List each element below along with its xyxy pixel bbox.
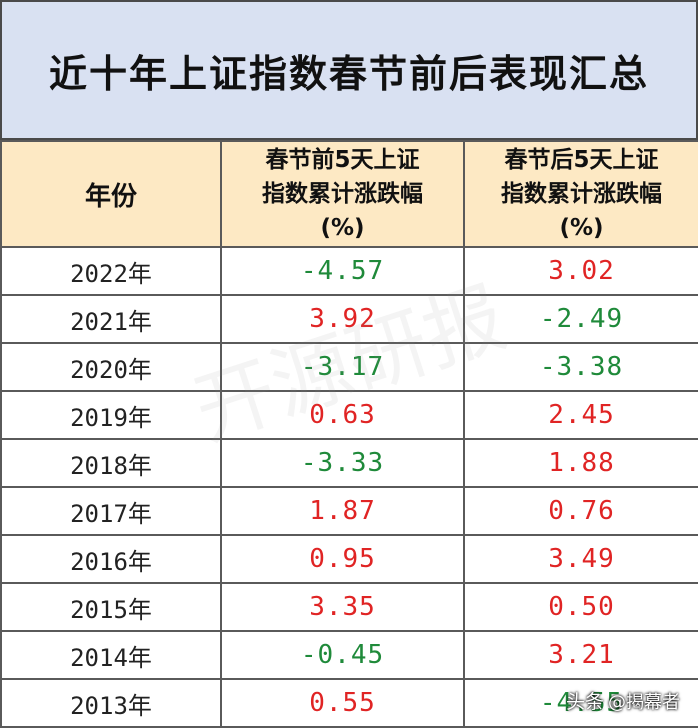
year-cell: 2020年: [0, 342, 222, 392]
page-title: 近十年上证指数春节前后表现汇总: [48, 51, 649, 96]
source-credit: 头条 @揭幕者: [566, 687, 680, 714]
table-row: 2016年 0.95 3.49: [0, 534, 698, 584]
before-value-cell: -0.45: [220, 630, 465, 680]
before-value-cell: 1.87: [220, 486, 465, 536]
after-value-cell: 1.88: [463, 438, 698, 488]
before-value-cell: -3.17: [220, 342, 465, 392]
after-value-cell: 3.21: [463, 630, 698, 680]
before-holiday-column-header: 春节前5天上证 指数累计涨跌幅 (%): [220, 140, 465, 248]
before-value-cell: 0.95: [220, 534, 465, 584]
year-cell: 2021年: [0, 294, 222, 344]
after-header-unit: (%): [559, 215, 604, 241]
year-cell: 2013年: [0, 678, 222, 728]
author-handle: @揭幕者: [608, 691, 680, 713]
table-row: 2013年 0.55 -4.55: [0, 678, 698, 728]
table-row: 2015年 3.35 0.50: [0, 582, 698, 632]
after-value-cell: 0.50: [463, 582, 698, 632]
table-row: 2017年 1.87 0.76: [0, 486, 698, 536]
year-cell: 2017年: [0, 486, 222, 536]
header-row: 年份 春节前5天上证 指数累计涨跌幅 (%) 春节后5天上证 指数累计涨跌幅 (…: [0, 140, 698, 248]
table-row: 2014年 -0.45 3.21: [0, 630, 698, 680]
after-value-cell: -2.49: [463, 294, 698, 344]
returns-table: 年份 春节前5天上证 指数累计涨跌幅 (%) 春节后5天上证 指数累计涨跌幅 (…: [0, 140, 698, 728]
after-value-cell: 2.45: [463, 390, 698, 440]
before-value-cell: 3.92: [220, 294, 465, 344]
title-bar: 近十年上证指数春节前后表现汇总: [0, 0, 698, 140]
before-value-cell: -4.57: [220, 246, 465, 296]
before-header-line2: 指数累计涨跌幅: [262, 181, 423, 207]
after-value-cell: -3.38: [463, 342, 698, 392]
after-holiday-column-header: 春节后5天上证 指数累计涨跌幅 (%): [463, 140, 698, 248]
after-value-cell: 3.49: [463, 534, 698, 584]
after-value-cell: 0.76: [463, 486, 698, 536]
year-cell: 2018年: [0, 438, 222, 488]
year-cell: 2022年: [0, 246, 222, 296]
table-row: 2018年 -3.33 1.88: [0, 438, 698, 488]
year-cell: 2019年: [0, 390, 222, 440]
before-header-unit: (%): [320, 215, 365, 241]
before-header-line1: 春节前5天上证: [265, 147, 420, 173]
table-row: 2019年 0.63 2.45: [0, 390, 698, 440]
year-cell: 2014年: [0, 630, 222, 680]
before-value-cell: -3.33: [220, 438, 465, 488]
after-header-line2: 指数累计涨跌幅: [501, 181, 662, 207]
before-value-cell: 0.63: [220, 390, 465, 440]
table-row: 2021年 3.92 -2.49: [0, 294, 698, 344]
after-header-line1: 春节后5天上证: [504, 147, 659, 173]
platform-label: 头条: [565, 691, 604, 713]
table-row: 2020年 -3.17 -3.38: [0, 342, 698, 392]
table-row: 2022年 -4.57 3.02: [0, 246, 698, 296]
before-value-cell: 3.35: [220, 582, 465, 632]
after-value-cell: -4.55: [463, 678, 698, 728]
before-value-cell: 0.55: [220, 678, 465, 728]
after-value-cell: 3.02: [463, 246, 698, 296]
year-cell: 2015年: [0, 582, 222, 632]
year-cell: 2016年: [0, 534, 222, 584]
year-column-header: 年份: [0, 140, 222, 248]
